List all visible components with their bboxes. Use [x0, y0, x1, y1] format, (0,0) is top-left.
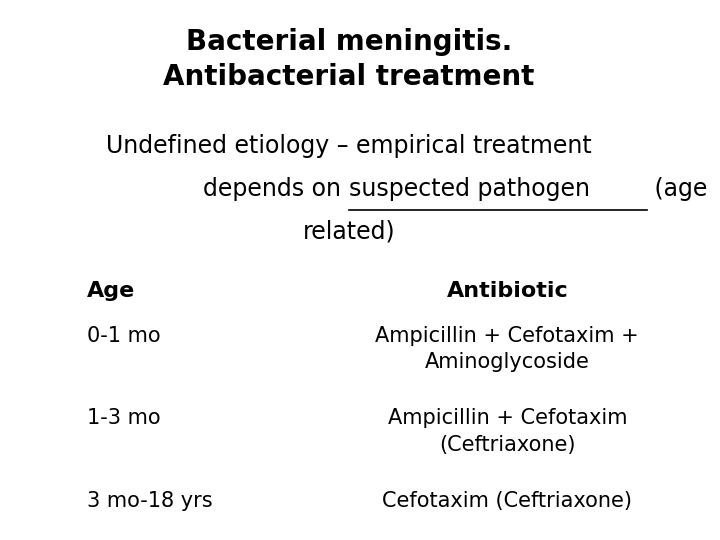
Text: (age: (age	[647, 177, 707, 201]
Text: 0-1 mo: 0-1 mo	[87, 326, 161, 346]
Text: Antibiotic: Antibiotic	[446, 281, 568, 301]
Text: 1-3 mo: 1-3 mo	[87, 408, 161, 428]
Text: Ampicillin + Cefotaxim +
Aminoglycoside: Ampicillin + Cefotaxim + Aminoglycoside	[375, 326, 639, 372]
Text: 3 mo-18 yrs: 3 mo-18 yrs	[87, 491, 212, 511]
Text: depends on: depends on	[203, 177, 348, 201]
Text: Ampicillin + Cefotaxim
(Ceftriaxone): Ampicillin + Cefotaxim (Ceftriaxone)	[387, 408, 627, 455]
Text: Undefined etiology – empirical treatment: Undefined etiology – empirical treatment	[106, 134, 592, 158]
Text: suspected pathogen: suspected pathogen	[348, 177, 590, 201]
Text: related): related)	[302, 219, 395, 244]
Text: Bacterial meningitis.
Antibacterial treatment: Bacterial meningitis. Antibacterial trea…	[163, 28, 534, 91]
Text: Age: Age	[87, 281, 135, 301]
Text: Cefotaxim (Ceftriaxone): Cefotaxim (Ceftriaxone)	[382, 491, 632, 511]
